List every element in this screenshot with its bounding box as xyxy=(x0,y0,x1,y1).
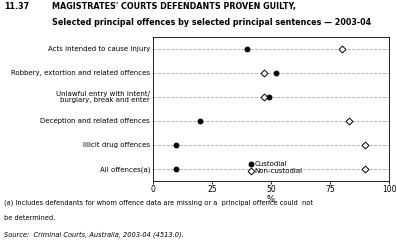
Text: (a) Includes defendants for whom offence data are missing or a  principal offenc: (a) Includes defendants for whom offence… xyxy=(4,199,313,206)
Text: be determined.: be determined. xyxy=(4,215,55,221)
Legend: Custodial, Non-custodial: Custodial, Non-custodial xyxy=(249,161,303,174)
Text: 11.37: 11.37 xyxy=(4,2,29,12)
Text: Selected principal offences by selected principal sentences — 2003-04: Selected principal offences by selected … xyxy=(52,18,371,28)
X-axis label: %: % xyxy=(267,195,275,204)
Text: MAGISTRATES' COURTS DEFENDANTS PROVEN GUILTY,: MAGISTRATES' COURTS DEFENDANTS PROVEN GU… xyxy=(52,2,296,12)
Text: Source:  Criminal Courts, Australia, 2003-04 (4513.0).: Source: Criminal Courts, Australia, 2003… xyxy=(4,231,184,238)
